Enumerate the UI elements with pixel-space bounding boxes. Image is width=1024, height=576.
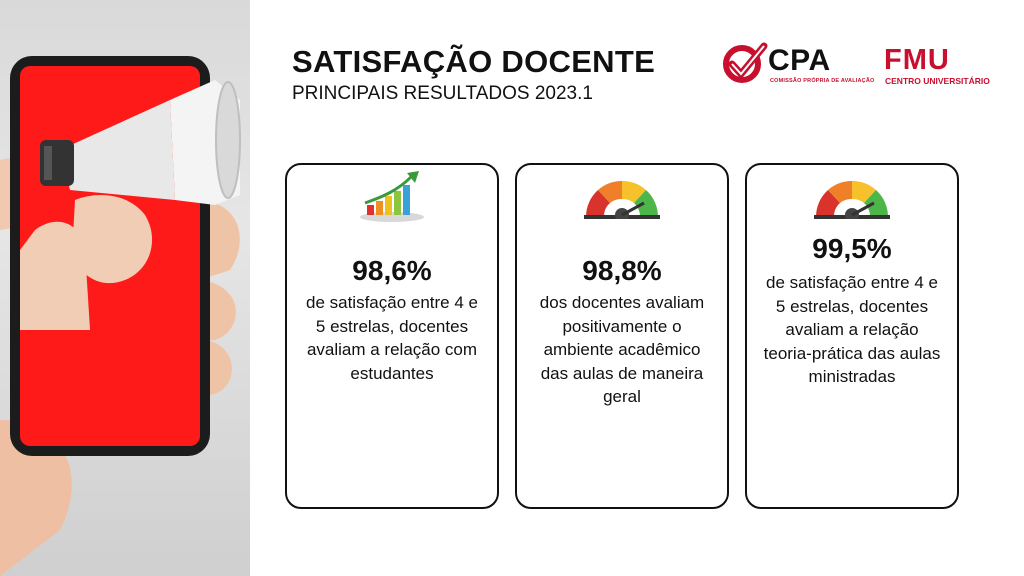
fmu-logo-tagline: CENTRO UNIVERSITÁRIO — [885, 76, 990, 86]
page-title: SATISFAÇÃO DOCENTE — [292, 44, 656, 79]
megaphone-phone-illustration — [0, 56, 241, 576]
result-card-ambiente-academico: 98,8% dos docentes avaliam positivamente… — [515, 163, 729, 509]
result-description: de satisfação entre 4 e 5 estrelas, doce… — [305, 293, 478, 383]
cpa-logo: CPA COMISSÃO PRÓPRIA DE AVALIAÇÃO — [722, 42, 874, 88]
cpa-logo-tagline: COMISSÃO PRÓPRIA DE AVALIAÇÃO — [770, 78, 875, 84]
check-icon — [723, 42, 768, 83]
hero-photo — [0, 0, 250, 576]
result-value: 98,8% — [582, 255, 662, 286]
result-card-teoria-pratica: 99,5% de satisfação entre 4 e 5 estrelas… — [745, 163, 959, 509]
result-value: 99,5% — [812, 233, 892, 264]
fmu-logo: FMU CENTRO UNIVERSITÁRIO — [884, 44, 990, 88]
fmu-logo-name: FMU — [884, 44, 950, 76]
result-description: dos docentes avaliam positivamente o amb… — [539, 293, 705, 406]
page-subtitle: PRINCIPAIS RESULTADOS 2023.1 — [292, 83, 593, 104]
gauge-icon — [814, 180, 890, 219]
result-description: de satisfação entre 4 e 5 estrelas, doce… — [763, 273, 941, 386]
bar-chart-growth-icon — [360, 171, 424, 222]
result-value: 98,6% — [352, 255, 432, 286]
cpa-logo-name: CPA — [768, 44, 831, 77]
result-card-relacao-estudantes: 98,6% de satisfação entre 4 e 5 estrelas… — [285, 163, 499, 509]
gauge-icon — [584, 180, 660, 219]
